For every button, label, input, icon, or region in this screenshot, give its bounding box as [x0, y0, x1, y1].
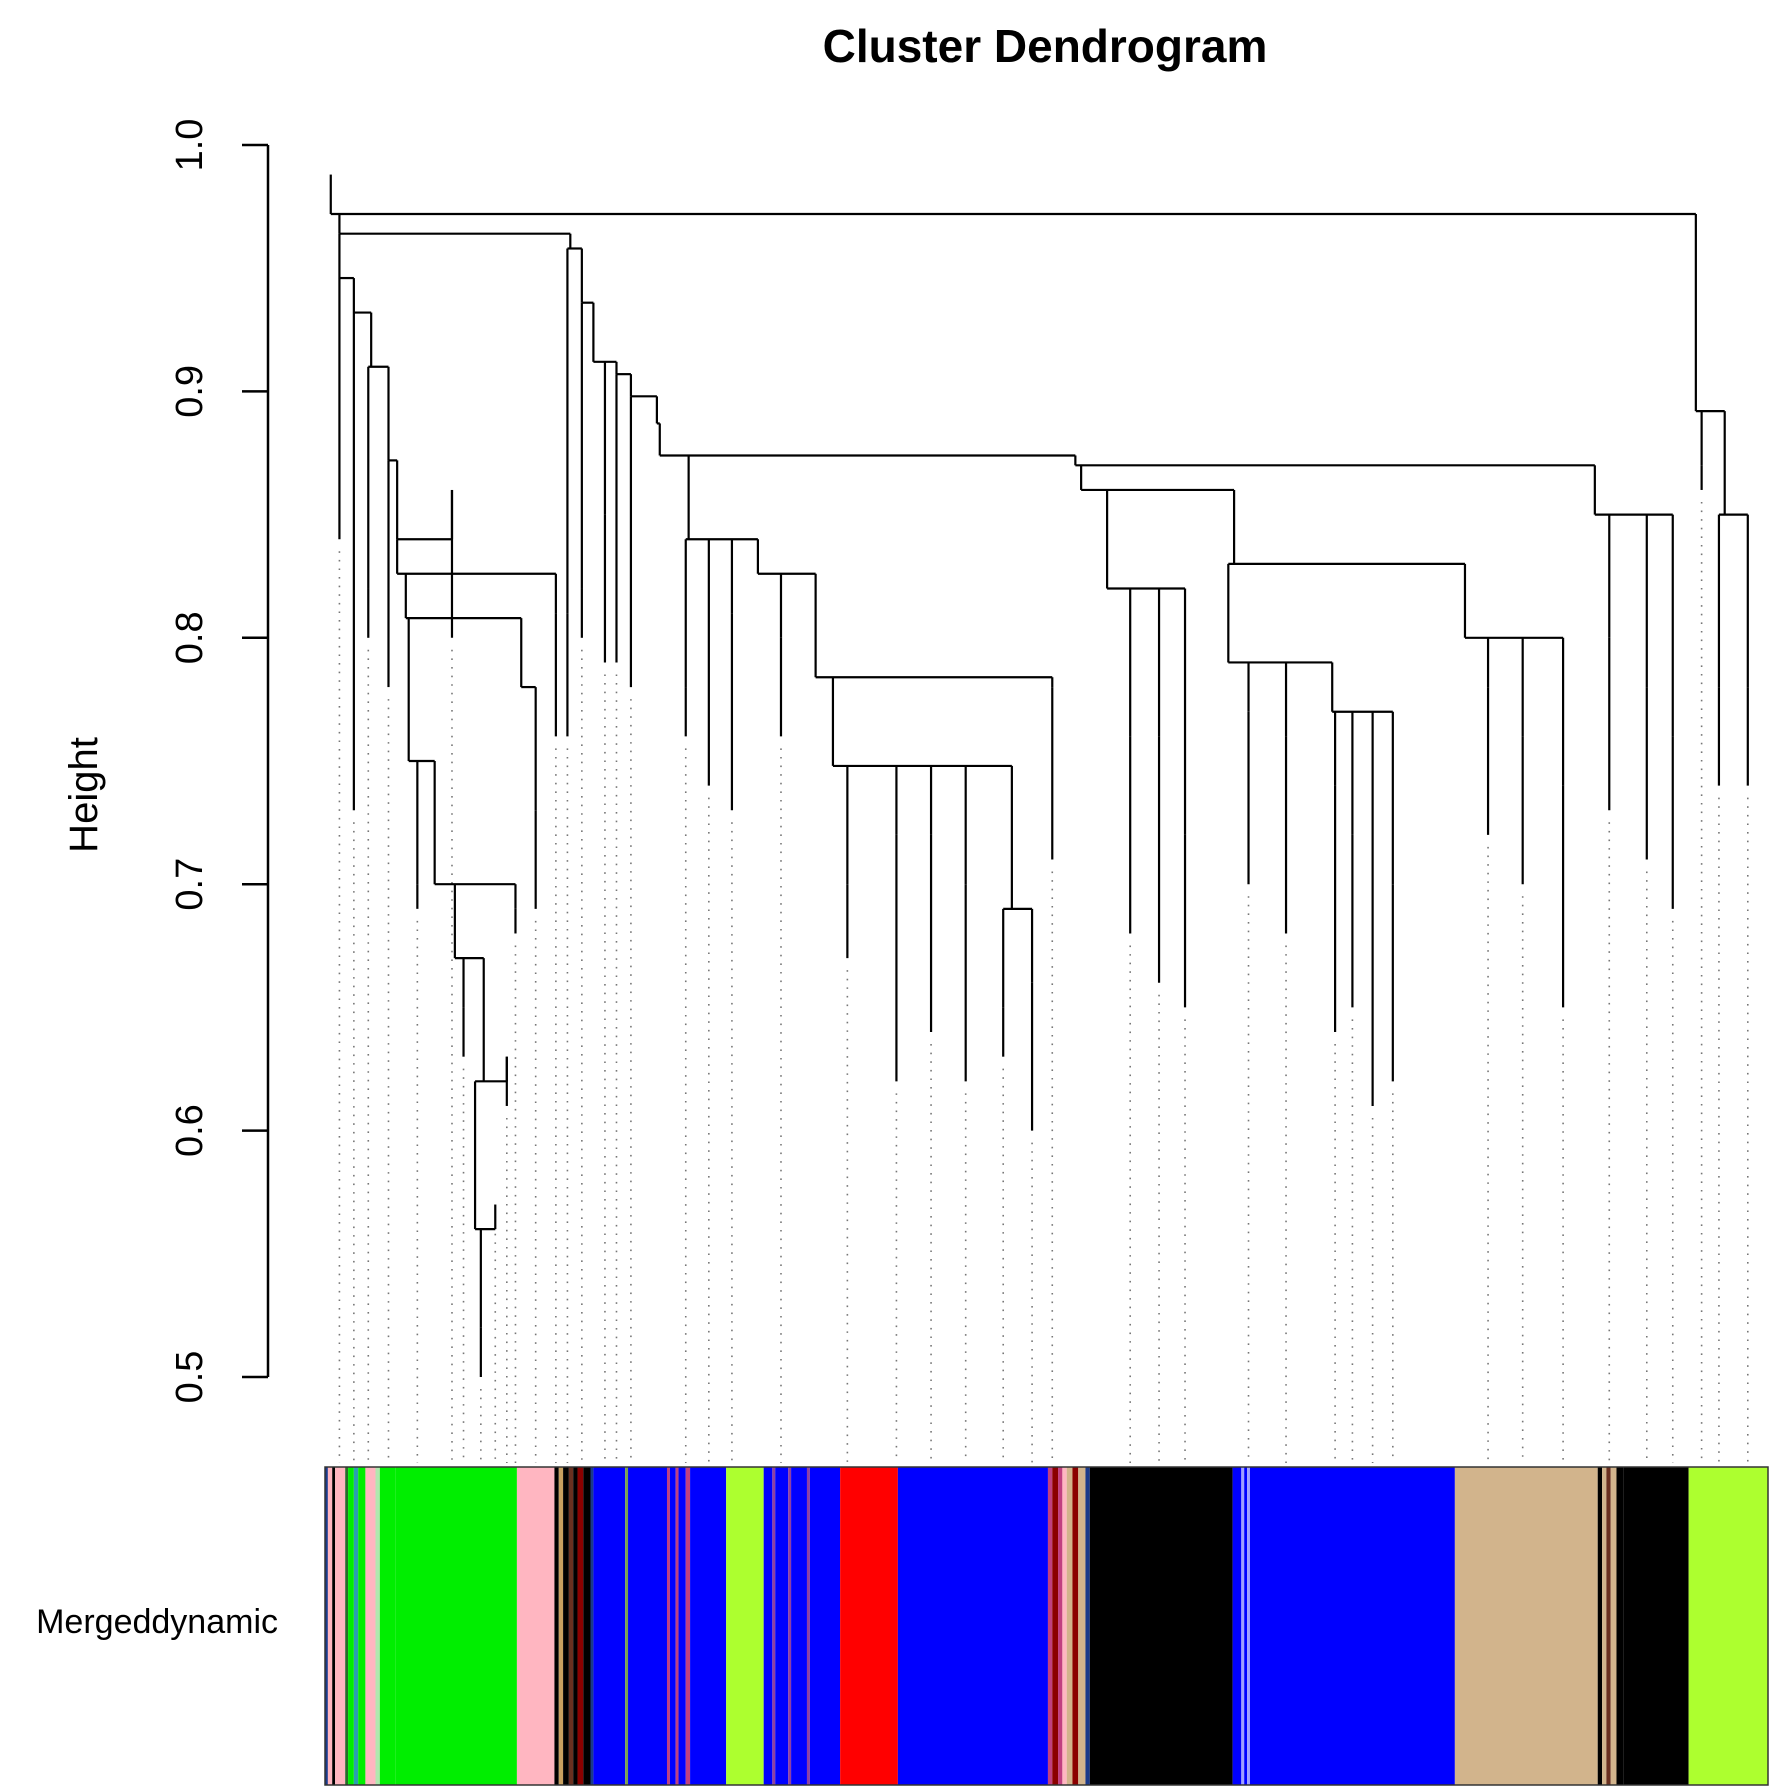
module-color-band — [1072, 1467, 1079, 1785]
module-color-band — [678, 1467, 686, 1785]
module-color-band — [675, 1467, 679, 1785]
y-tick-label: 0.6 — [169, 1104, 211, 1157]
module-color-band — [558, 1467, 564, 1785]
module-color-band — [666, 1467, 670, 1785]
module-color-band — [345, 1467, 349, 1785]
module-color-band — [1610, 1467, 1617, 1785]
module-color-band — [1454, 1467, 1598, 1785]
y-tick-label: 0.7 — [169, 858, 211, 911]
module-color-band — [358, 1467, 366, 1785]
module-color-band — [348, 1467, 354, 1785]
leaf-guide-lines — [338, 501, 1749, 1463]
y-tick-label: 0.8 — [169, 611, 211, 664]
module-color-band — [1089, 1467, 1233, 1785]
module-color-band — [775, 1467, 789, 1785]
module-color-band — [897, 1467, 1048, 1785]
module-color-band — [763, 1467, 773, 1785]
module-color-band — [669, 1467, 676, 1785]
module-color-band — [1244, 1467, 1248, 1785]
module-color-band — [1247, 1467, 1250, 1785]
module-color-band — [1058, 1467, 1063, 1785]
module-color-band — [1078, 1467, 1086, 1785]
module-color-band — [1616, 1467, 1624, 1785]
module-color-band — [1066, 1467, 1073, 1785]
module-color-band — [327, 1467, 333, 1785]
module-color-band — [1085, 1467, 1090, 1785]
dendrogram-tree — [329, 174, 1749, 1377]
module-color-band — [1623, 1467, 1689, 1785]
module-color-band — [1688, 1467, 1768, 1785]
module-color-band — [1606, 1467, 1611, 1785]
module-color-band — [1241, 1467, 1245, 1785]
module-color-band — [625, 1467, 629, 1785]
module-color-band — [788, 1467, 792, 1785]
module-color-band — [379, 1467, 396, 1785]
module-color-band — [772, 1467, 776, 1785]
module-color-band — [791, 1467, 807, 1785]
module-color-band — [1597, 1467, 1603, 1785]
module-color-band — [554, 1467, 559, 1785]
y-axis-label: Height — [62, 737, 106, 853]
module-color-band — [806, 1467, 810, 1785]
module-color-band — [840, 1467, 898, 1785]
module-color-band — [332, 1467, 336, 1785]
module-color-band — [325, 1467, 328, 1785]
module-color-band — [593, 1467, 626, 1785]
module-color-band — [583, 1467, 591, 1785]
module-color-band — [1602, 1467, 1607, 1785]
module-color-band — [573, 1467, 578, 1785]
module-color-band — [590, 1467, 594, 1785]
module-color-bar — [324, 1466, 1769, 1786]
module-color-band — [685, 1467, 691, 1785]
module-color-band — [690, 1467, 727, 1785]
module-color-band — [395, 1467, 517, 1785]
module-color-band — [353, 1467, 359, 1785]
module-color-band — [726, 1467, 764, 1785]
module-color-band — [516, 1467, 555, 1785]
module-color-band — [1052, 1467, 1059, 1785]
module-color-band — [1062, 1467, 1067, 1785]
y-tick-label: 0.9 — [169, 365, 211, 418]
module-color-band — [809, 1467, 841, 1785]
y-axis: 0.5 0.6 0.7 0.8 0.9 1.0 — [169, 119, 270, 1404]
module-color-band — [563, 1467, 569, 1785]
module-color-band — [628, 1467, 667, 1785]
module-color-band — [577, 1467, 584, 1785]
module-color-band — [568, 1467, 574, 1785]
module-color-band — [1249, 1467, 1455, 1785]
chart-title: Cluster Dendrogram — [823, 20, 1268, 72]
module-color-band — [335, 1467, 346, 1785]
module-color-band — [365, 1467, 376, 1785]
y-tick-label: 0.5 — [169, 1351, 211, 1404]
color-row-label: Mergeddynamic — [36, 1603, 278, 1641]
y-tick-label: 1.0 — [169, 119, 211, 172]
color-bar-frame — [324, 1466, 1769, 1786]
module-color-band — [1047, 1467, 1053, 1785]
module-color-band — [375, 1467, 380, 1785]
module-color-band — [1232, 1467, 1242, 1785]
